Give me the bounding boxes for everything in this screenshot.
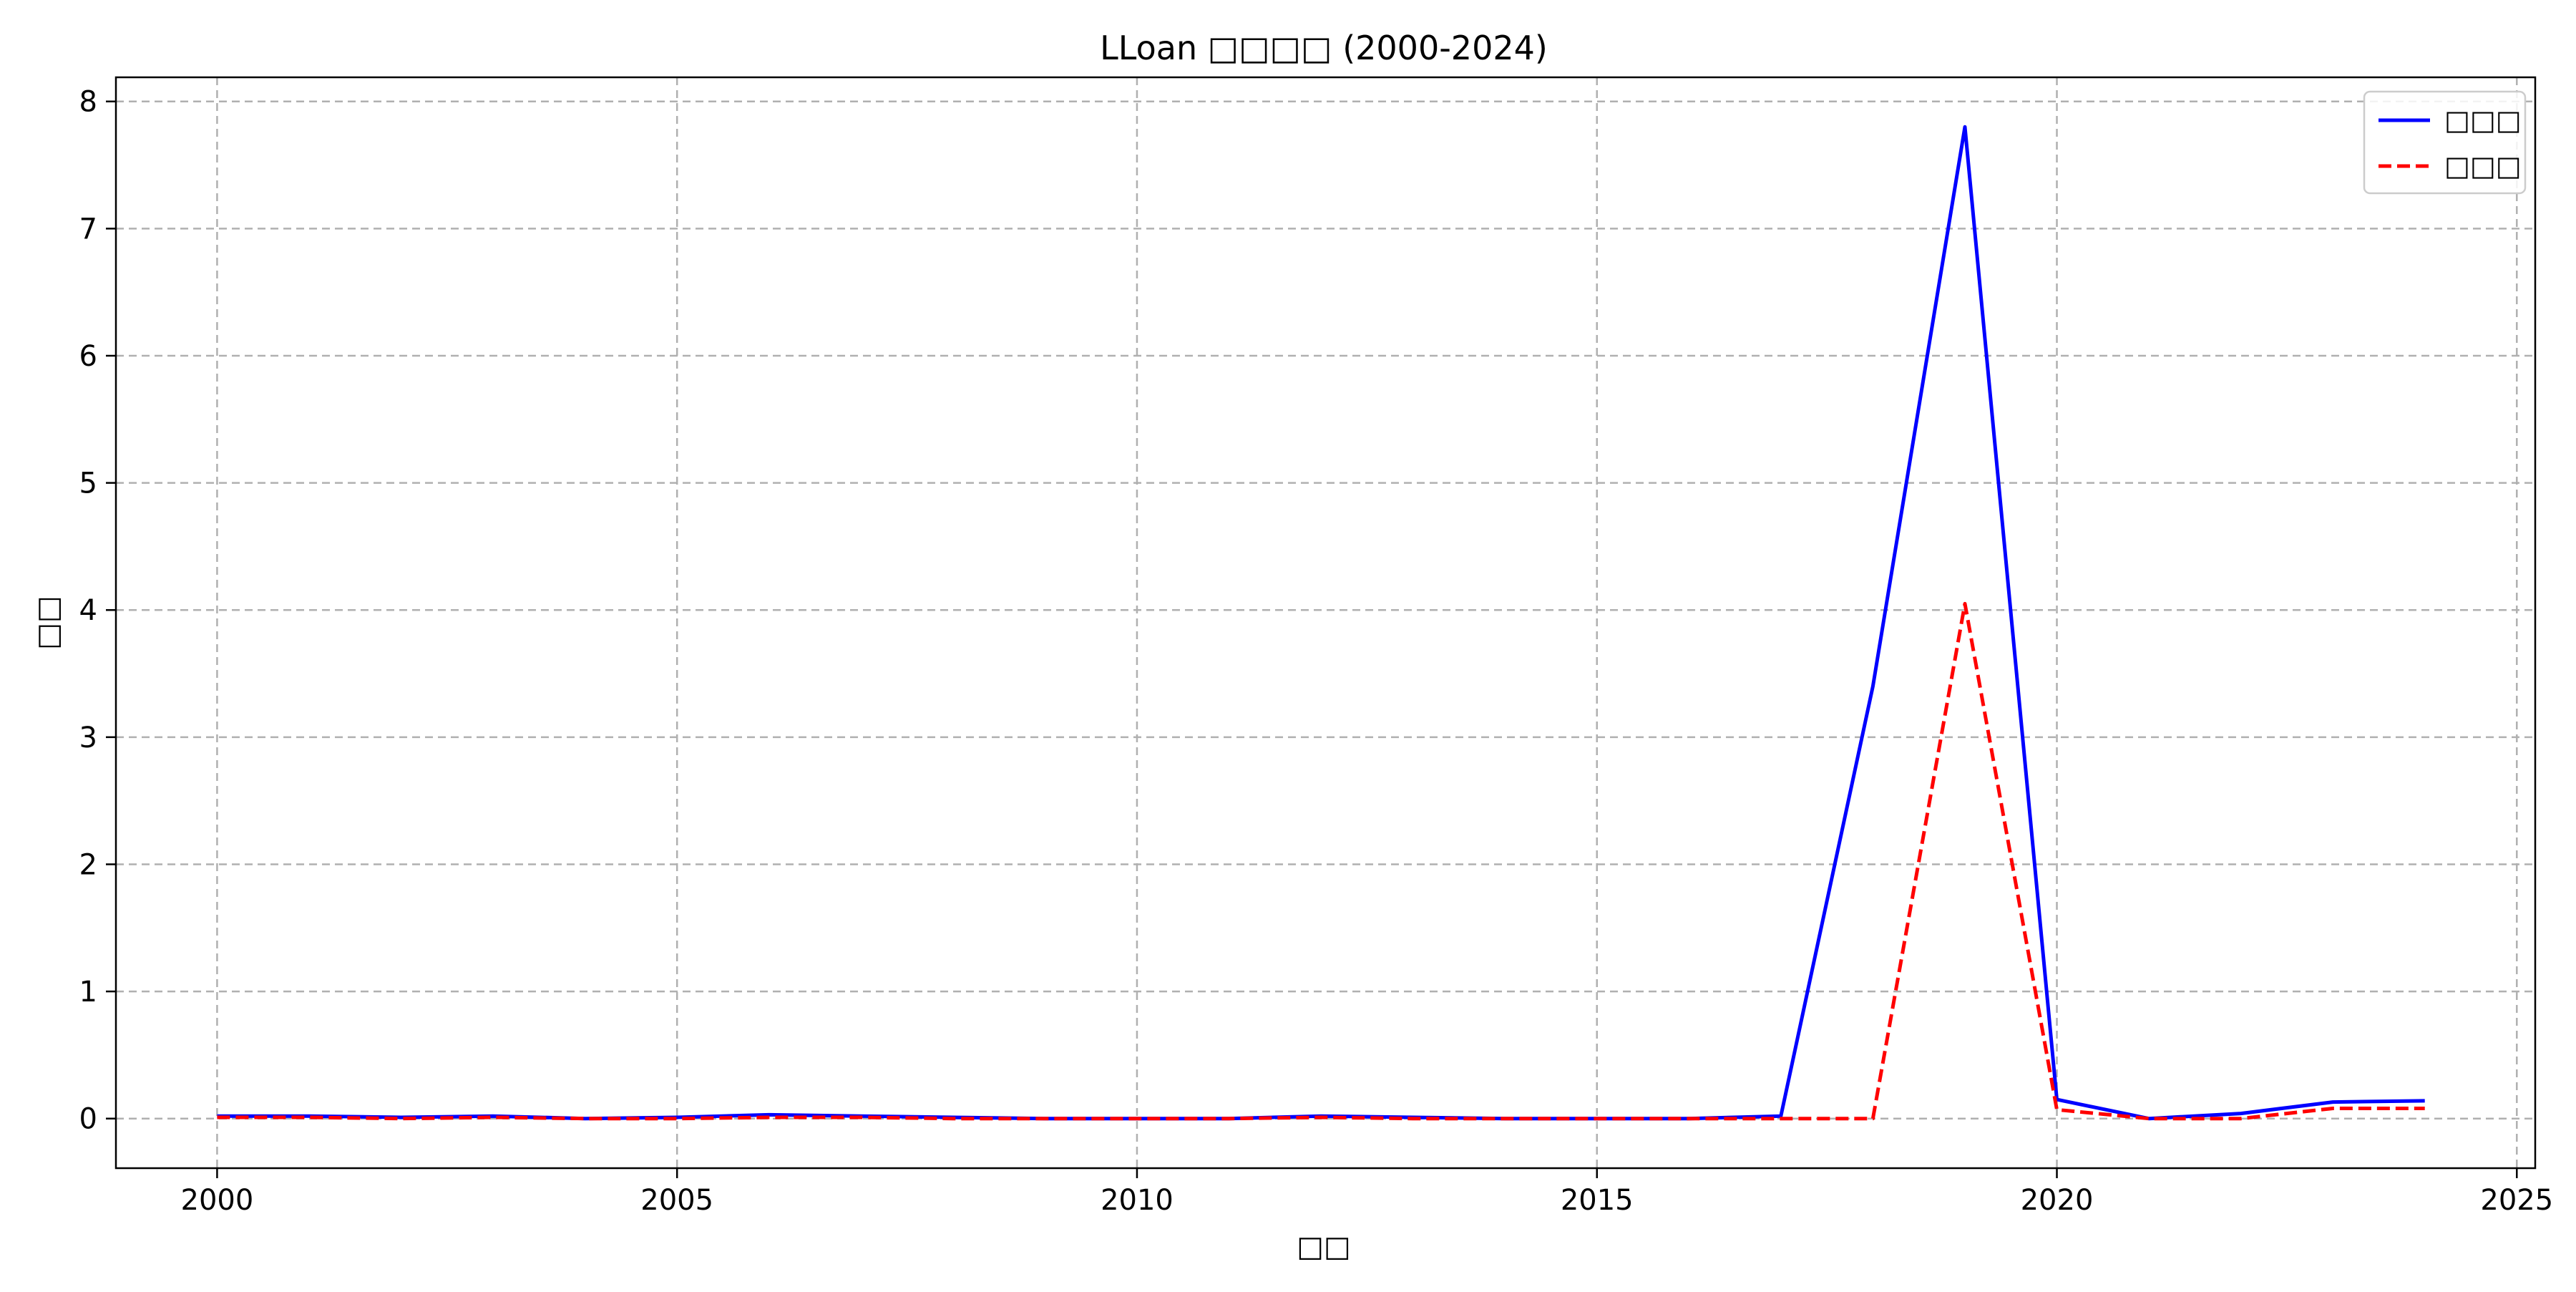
- y-tick-label: 6: [79, 340, 97, 373]
- ticks: 2000 2005 2010 2015 2020 2025 0 1 2 3 4 5 6 7 8: [79, 86, 2554, 1217]
- y-tick-label: 4: [79, 594, 97, 627]
- legend: □□□ □□□: [2363, 90, 2527, 195]
- y-tick-label: 5: [79, 467, 97, 500]
- y-tick-label: 3: [79, 722, 97, 754]
- x-tick-label: 2020: [2021, 1184, 2094, 1217]
- y-tick-label: 7: [79, 213, 97, 246]
- y-tick-label: 8: [79, 86, 97, 119]
- y-tick-label: 0: [79, 1103, 97, 1136]
- plot-frame: [114, 76, 2537, 1170]
- x-tick-label: 2025: [2480, 1184, 2553, 1217]
- y-tick-label: 2: [79, 848, 97, 881]
- legend-label-1: □□□: [2444, 105, 2522, 136]
- legend-label-2: □□□: [2444, 150, 2522, 182]
- chart-title: LLoan □□□□ (2000-2024): [1100, 29, 1548, 67]
- y-axis-label: □□: [31, 596, 64, 650]
- x-tick-label: 2005: [640, 1184, 713, 1217]
- x-tick-label: 2000: [181, 1184, 254, 1217]
- series-lines: [217, 125, 2425, 1121]
- y-tick-label: 1: [79, 976, 97, 1009]
- x-tick-label: 2010: [1101, 1184, 1174, 1217]
- series-line-2: [217, 601, 2425, 1121]
- x-axis-label: □□: [1297, 1230, 1351, 1263]
- x-tick-label: 2015: [1561, 1184, 1634, 1217]
